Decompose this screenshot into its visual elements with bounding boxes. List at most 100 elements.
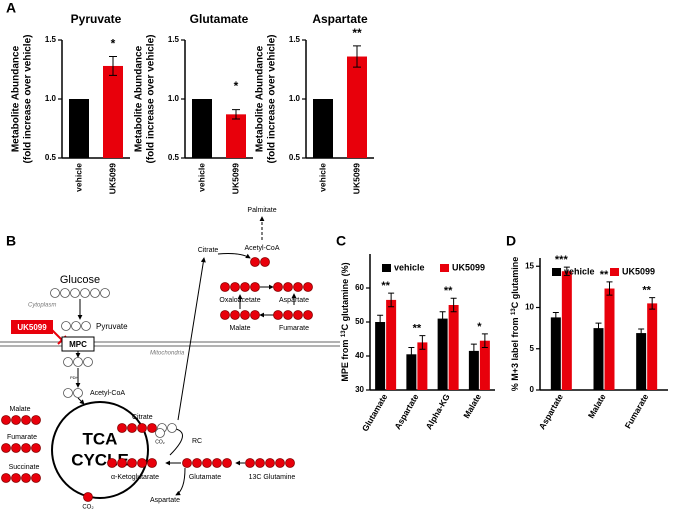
bar xyxy=(479,340,490,390)
significance: *** xyxy=(555,254,569,266)
carbon xyxy=(303,310,313,320)
panel-label: B xyxy=(6,233,16,249)
carbon xyxy=(275,458,285,468)
carbon xyxy=(21,473,31,483)
significance: * xyxy=(234,79,239,93)
carbon xyxy=(182,458,192,468)
error-bar xyxy=(388,292,395,308)
carbon xyxy=(70,288,80,298)
bar xyxy=(375,322,386,390)
panel-label: C xyxy=(336,233,346,249)
label: Fumarate xyxy=(7,434,37,441)
pathway-diagram xyxy=(0,216,340,499)
chart-title: Glutamate xyxy=(190,12,249,26)
y-tick-label: 5 xyxy=(530,344,535,353)
carbon xyxy=(31,443,41,453)
x-tick-label: Malate xyxy=(461,392,483,420)
carbon xyxy=(107,458,117,468)
bar xyxy=(636,333,647,390)
label: TCA xyxy=(83,429,118,448)
carbon xyxy=(202,458,212,468)
carbon xyxy=(147,423,157,433)
chart: 0 5 10 15 % M+3 label from 13C glutamine Aspa… xyxy=(510,254,668,431)
error-bar xyxy=(439,311,446,326)
legend-swatch xyxy=(552,268,561,276)
error-bar xyxy=(419,335,426,350)
y-tick-label: 0.5 xyxy=(289,153,301,162)
error-bar xyxy=(649,297,656,310)
y-tick-label: 1.5 xyxy=(289,35,301,44)
label: Succinate xyxy=(9,464,40,471)
error-bar xyxy=(109,56,117,76)
error-bar xyxy=(408,347,415,362)
label: RC xyxy=(192,438,202,445)
label: α-Ketoglutarate xyxy=(111,474,159,481)
y-axis-label-part: 13 xyxy=(511,308,517,315)
arrow xyxy=(77,397,85,405)
bar xyxy=(448,305,459,390)
carbon xyxy=(81,321,91,331)
error-bar xyxy=(481,333,488,348)
label: Citrate xyxy=(132,414,153,421)
carbon xyxy=(31,415,41,425)
chart: 0.5 1.0 1.5 Glutamate Metabolite Abundance (f… xyxy=(134,12,253,194)
carbon xyxy=(303,282,313,292)
carbon xyxy=(283,310,293,320)
carbon xyxy=(293,282,303,292)
carbon xyxy=(212,458,222,468)
y-axis-label-part: 13 xyxy=(341,330,347,337)
x-tick-label: vehicle xyxy=(317,163,327,192)
y-axis-label: % M+3 label from 13C glutamine xyxy=(510,257,520,391)
y-axis-label: Metabolite Abundance xyxy=(255,45,266,152)
carbon xyxy=(127,458,137,468)
error-bar xyxy=(470,343,477,359)
y-axis-label-part: % M+3 label from xyxy=(510,315,520,391)
bar xyxy=(226,114,246,158)
x-tick-label: UK5099 xyxy=(107,163,117,194)
carbon xyxy=(11,443,21,453)
bar xyxy=(647,303,658,390)
y-tick-label: 1.0 xyxy=(289,94,301,103)
y-tick-label: 1.0 xyxy=(168,94,180,103)
bar xyxy=(417,342,428,390)
y-tick-label: 60 xyxy=(355,283,364,292)
label: PDH xyxy=(70,375,79,380)
y-axis-label: MPE from 13C glutamine (%) xyxy=(340,262,350,381)
carbon xyxy=(250,282,260,292)
carbon xyxy=(1,473,11,483)
arrow xyxy=(175,467,186,496)
carbon xyxy=(21,443,31,453)
y-tick-label: 30 xyxy=(355,385,364,394)
x-tick-label: Glutamate xyxy=(360,392,390,433)
label: Malate xyxy=(9,406,30,413)
x-tick-label: vehicle xyxy=(73,163,83,192)
y-axis-label: Metabolite Abundance xyxy=(11,45,22,152)
carbon xyxy=(192,458,202,468)
bar xyxy=(468,350,479,390)
error-bar xyxy=(353,45,361,68)
label: Citrate xyxy=(198,247,219,254)
y-axis-label: (fold increase over vehicle) xyxy=(23,35,34,164)
chart: 0.5 1.0 1.5 Aspartate Metabolite Abundance (f… xyxy=(255,12,374,194)
carbon xyxy=(230,282,240,292)
carbon xyxy=(167,423,177,433)
bar xyxy=(386,299,397,390)
carbon xyxy=(255,458,265,468)
x-tick-label: Aspartate xyxy=(392,392,420,431)
significance: ** xyxy=(352,26,362,40)
arrow xyxy=(217,253,251,259)
carbon xyxy=(155,428,165,438)
carbon xyxy=(100,288,110,298)
label: Aspartate xyxy=(150,497,180,504)
y-axis-label: (fold increase over vehicle) xyxy=(146,35,157,164)
y-axis-label: (fold increase over vehicle) xyxy=(267,35,278,164)
label: Acetyl-CoA xyxy=(244,245,279,252)
carbon xyxy=(220,310,230,320)
bar xyxy=(103,65,123,158)
x-tick-label: Fumarate xyxy=(623,392,651,430)
tca-circle xyxy=(51,401,149,499)
carbon xyxy=(63,357,73,367)
bar xyxy=(550,317,561,390)
label: Palmitate xyxy=(247,207,276,214)
label: MPC xyxy=(69,340,87,349)
